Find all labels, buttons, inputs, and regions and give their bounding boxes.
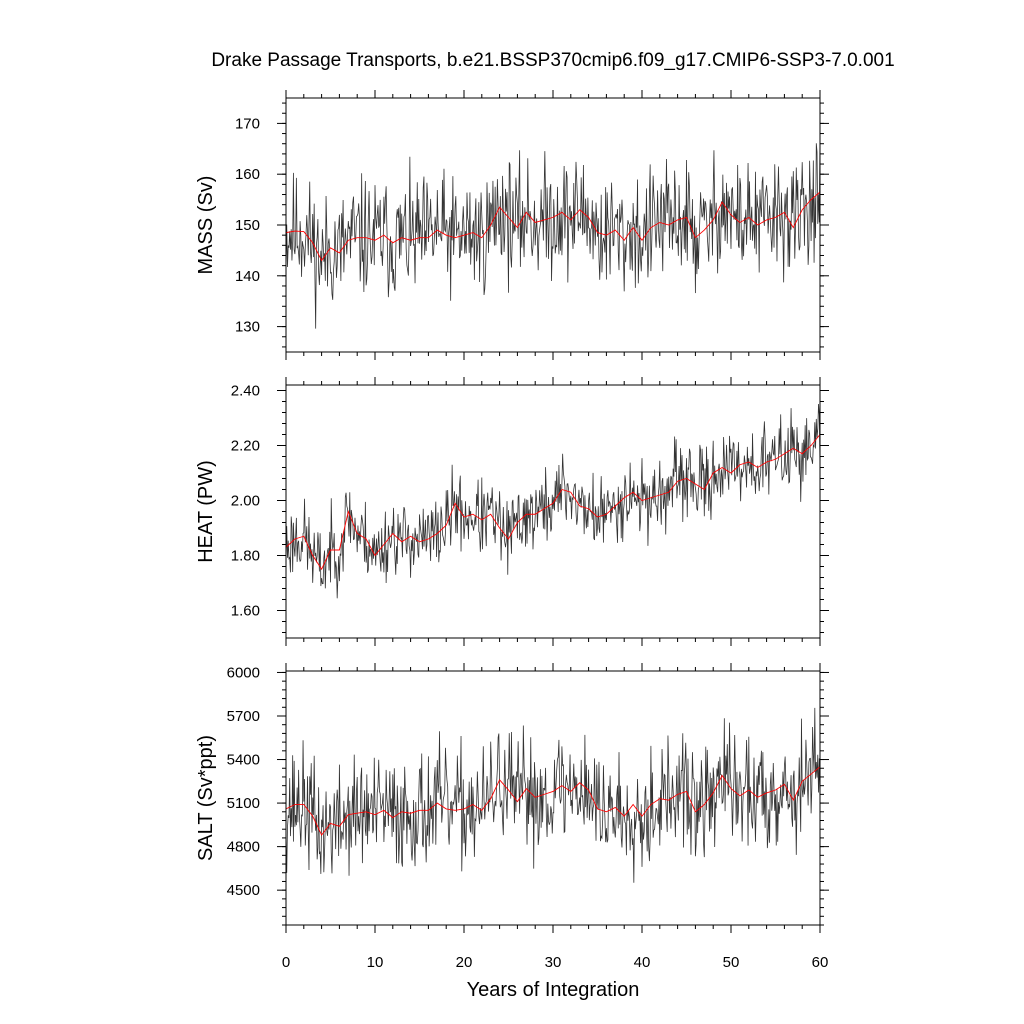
y-tick-label: 5100 xyxy=(227,795,260,812)
x-tick-label: 20 xyxy=(456,954,473,971)
y-axis-title: SALT (Sv*ppt) xyxy=(195,735,217,861)
x-tick-label: 30 xyxy=(545,954,562,971)
x-tick-label: 60 xyxy=(812,954,829,971)
y-tick-label: 150 xyxy=(235,217,260,234)
x-tick-label: 40 xyxy=(634,954,651,971)
monthly-series-line xyxy=(285,707,821,883)
y-tick-label: 6000 xyxy=(227,664,260,681)
y-axis-title: HEAT (PW) xyxy=(195,460,217,563)
y-axis-title: MASS (Sv) xyxy=(195,176,217,275)
panel-3: 4500 4800 5100 5400 5700 6000 SALT (Sv*ppt) xyxy=(195,663,829,933)
panel-frame xyxy=(285,384,821,639)
y-tick-label: 5400 xyxy=(227,752,260,769)
y-tick-label: 4500 xyxy=(227,882,260,899)
x-tick-label: 0 xyxy=(282,954,290,971)
monthly-series-line xyxy=(285,404,821,599)
y-tick-label: 1.60 xyxy=(231,603,260,620)
x-axis-title: Years of Integration xyxy=(467,979,640,1001)
x-tick-label: 10 xyxy=(367,954,384,971)
panels-group: 130 140 150 160 170 MASS (Sv) 1.60 1.80 2.00 2.20… xyxy=(195,90,829,971)
x-tick-label: 50 xyxy=(723,954,740,971)
monthly-series-line xyxy=(285,135,821,329)
annual-mean-line xyxy=(285,434,821,571)
y-tick-label: 140 xyxy=(235,268,260,285)
y-tick-label: 2.20 xyxy=(231,438,260,455)
y-tick-label: 4800 xyxy=(227,839,260,856)
annual-mean-line xyxy=(285,766,821,836)
y-tick-label: 170 xyxy=(235,115,260,132)
y-tick-label: 130 xyxy=(235,319,260,336)
chart-title: Drake Passage Transports, b.e21.BSSP370c… xyxy=(211,50,894,71)
y-tick-label: 2.40 xyxy=(231,383,260,400)
y-tick-label: 2.00 xyxy=(231,493,260,510)
panel-1: 130 140 150 160 170 MASS (Sv) xyxy=(195,90,829,360)
panel-2: 1.60 1.80 2.00 2.20 2.40 HEAT (PW) xyxy=(195,377,829,646)
y-tick-label: 1.80 xyxy=(231,548,260,565)
y-tick-label: 5700 xyxy=(227,708,260,725)
y-tick-label: 160 xyxy=(235,166,260,183)
panel-frame xyxy=(285,670,821,926)
annual-mean-line xyxy=(285,191,821,262)
